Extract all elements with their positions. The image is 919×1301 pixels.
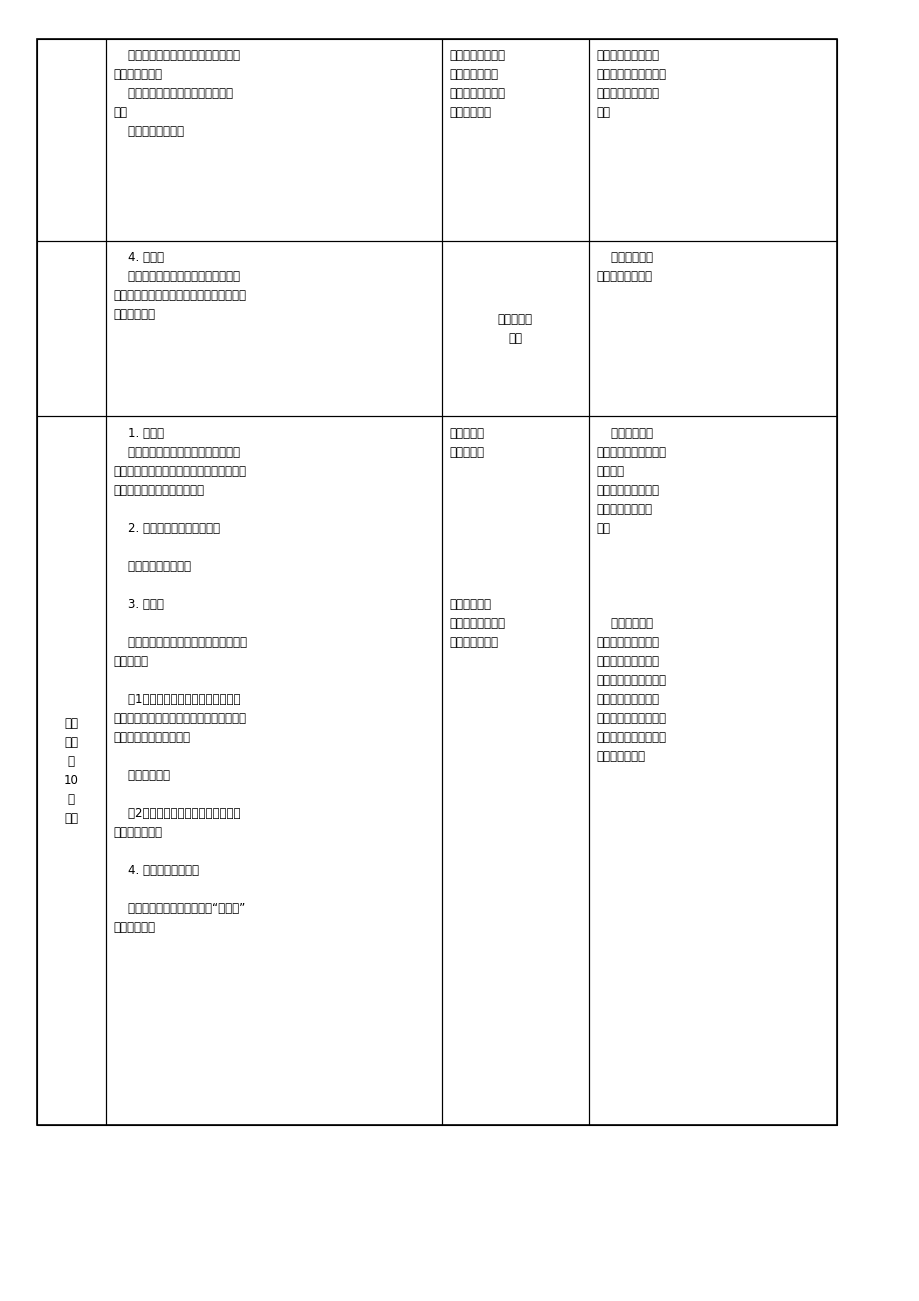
Text: 两个小勾，也可以
选择一个一个制
作，并对完成的作
品进行调整。: 两个小勾，也可以 选择一个一个制 作，并对完成的作 品进行调整。 [448,49,505,120]
Text: 小组看书自
学、讨论。







观察实物，动
手用还原或者用回
形针来做一做。: 小组看书自 学、讨论。 观察实物，动 手用还原或者用回 形针来做一做。 [448,427,505,649]
Bar [441,39,588,241]
Text: 树立制作信
心。: 树立制作信 心。 [497,312,532,345]
Bar [37,39,836,1125]
Bar [106,416,441,1125]
Text: 自主
探究
（
10
分
钟）: 自主 探究 （ 10 分 钟） [63,717,79,825]
Text: 学生交流并演示运用对称进行巧做，
给予掌声鼓励。
    集体表扬这种用巧办法做挂钉的同
学。
    有不同的做法吗？: 学生交流并演示运用对称进行巧做， 给予掌声鼓励。 集体表扬这种用巧办法做挂钉的同… [113,49,240,138]
Text: 以成功体验激
励学生学习兴趣。: 以成功体验激 励学生学习兴趣。 [596,251,652,284]
Bar [441,241,588,416]
Bar [588,241,836,416]
Bar [106,241,441,416]
Bar [37,39,106,241]
Text: 点进行巧做的学习行
为，鼓励更多学生在动
手的同时又能积极动
脑。: 点进行巧做的学习行 为，鼓励更多学生在动 手的同时又能积极动 脑。 [596,49,665,120]
Bar [441,416,588,1125]
Bar [37,416,106,1125]
Bar [588,416,836,1125]
Text: 引导学生通过
小组学习自主发现、研
究，对折
叠式衣架的结构、制
作方法有完整的了
解。




    引导学生将课
堂技能热身环节与探
究学习内容有效地联
: 引导学生通过 小组学习自主发现、研 究，对折 叠式衣架的结构、制 作方法有完整的… [596,427,665,762]
Bar [37,241,106,416]
Text: 4. 小结。
    同学们都能在短时间内完成作品，相
信我们挑战较为复杂的折叠式衣架的制作也
一定有信心。: 4. 小结。 同学们都能在短时间内完成作品，相 信我们挑战较为复杂的折叠式衣架的… [113,251,246,321]
Text: 1. 引语。
    这个折叠式衣架是怎么做的？它由几
部分组成？带着问题打开教材，两人一组自
学，不明白的还可以看实物。

    2. 根据学生交流情况板书: 1. 引语。 这个折叠式衣架是怎么做的？它由几 部分组成？带着问题打开教材，两人… [113,427,247,934]
Bar [106,39,441,241]
Bar [588,39,836,241]
